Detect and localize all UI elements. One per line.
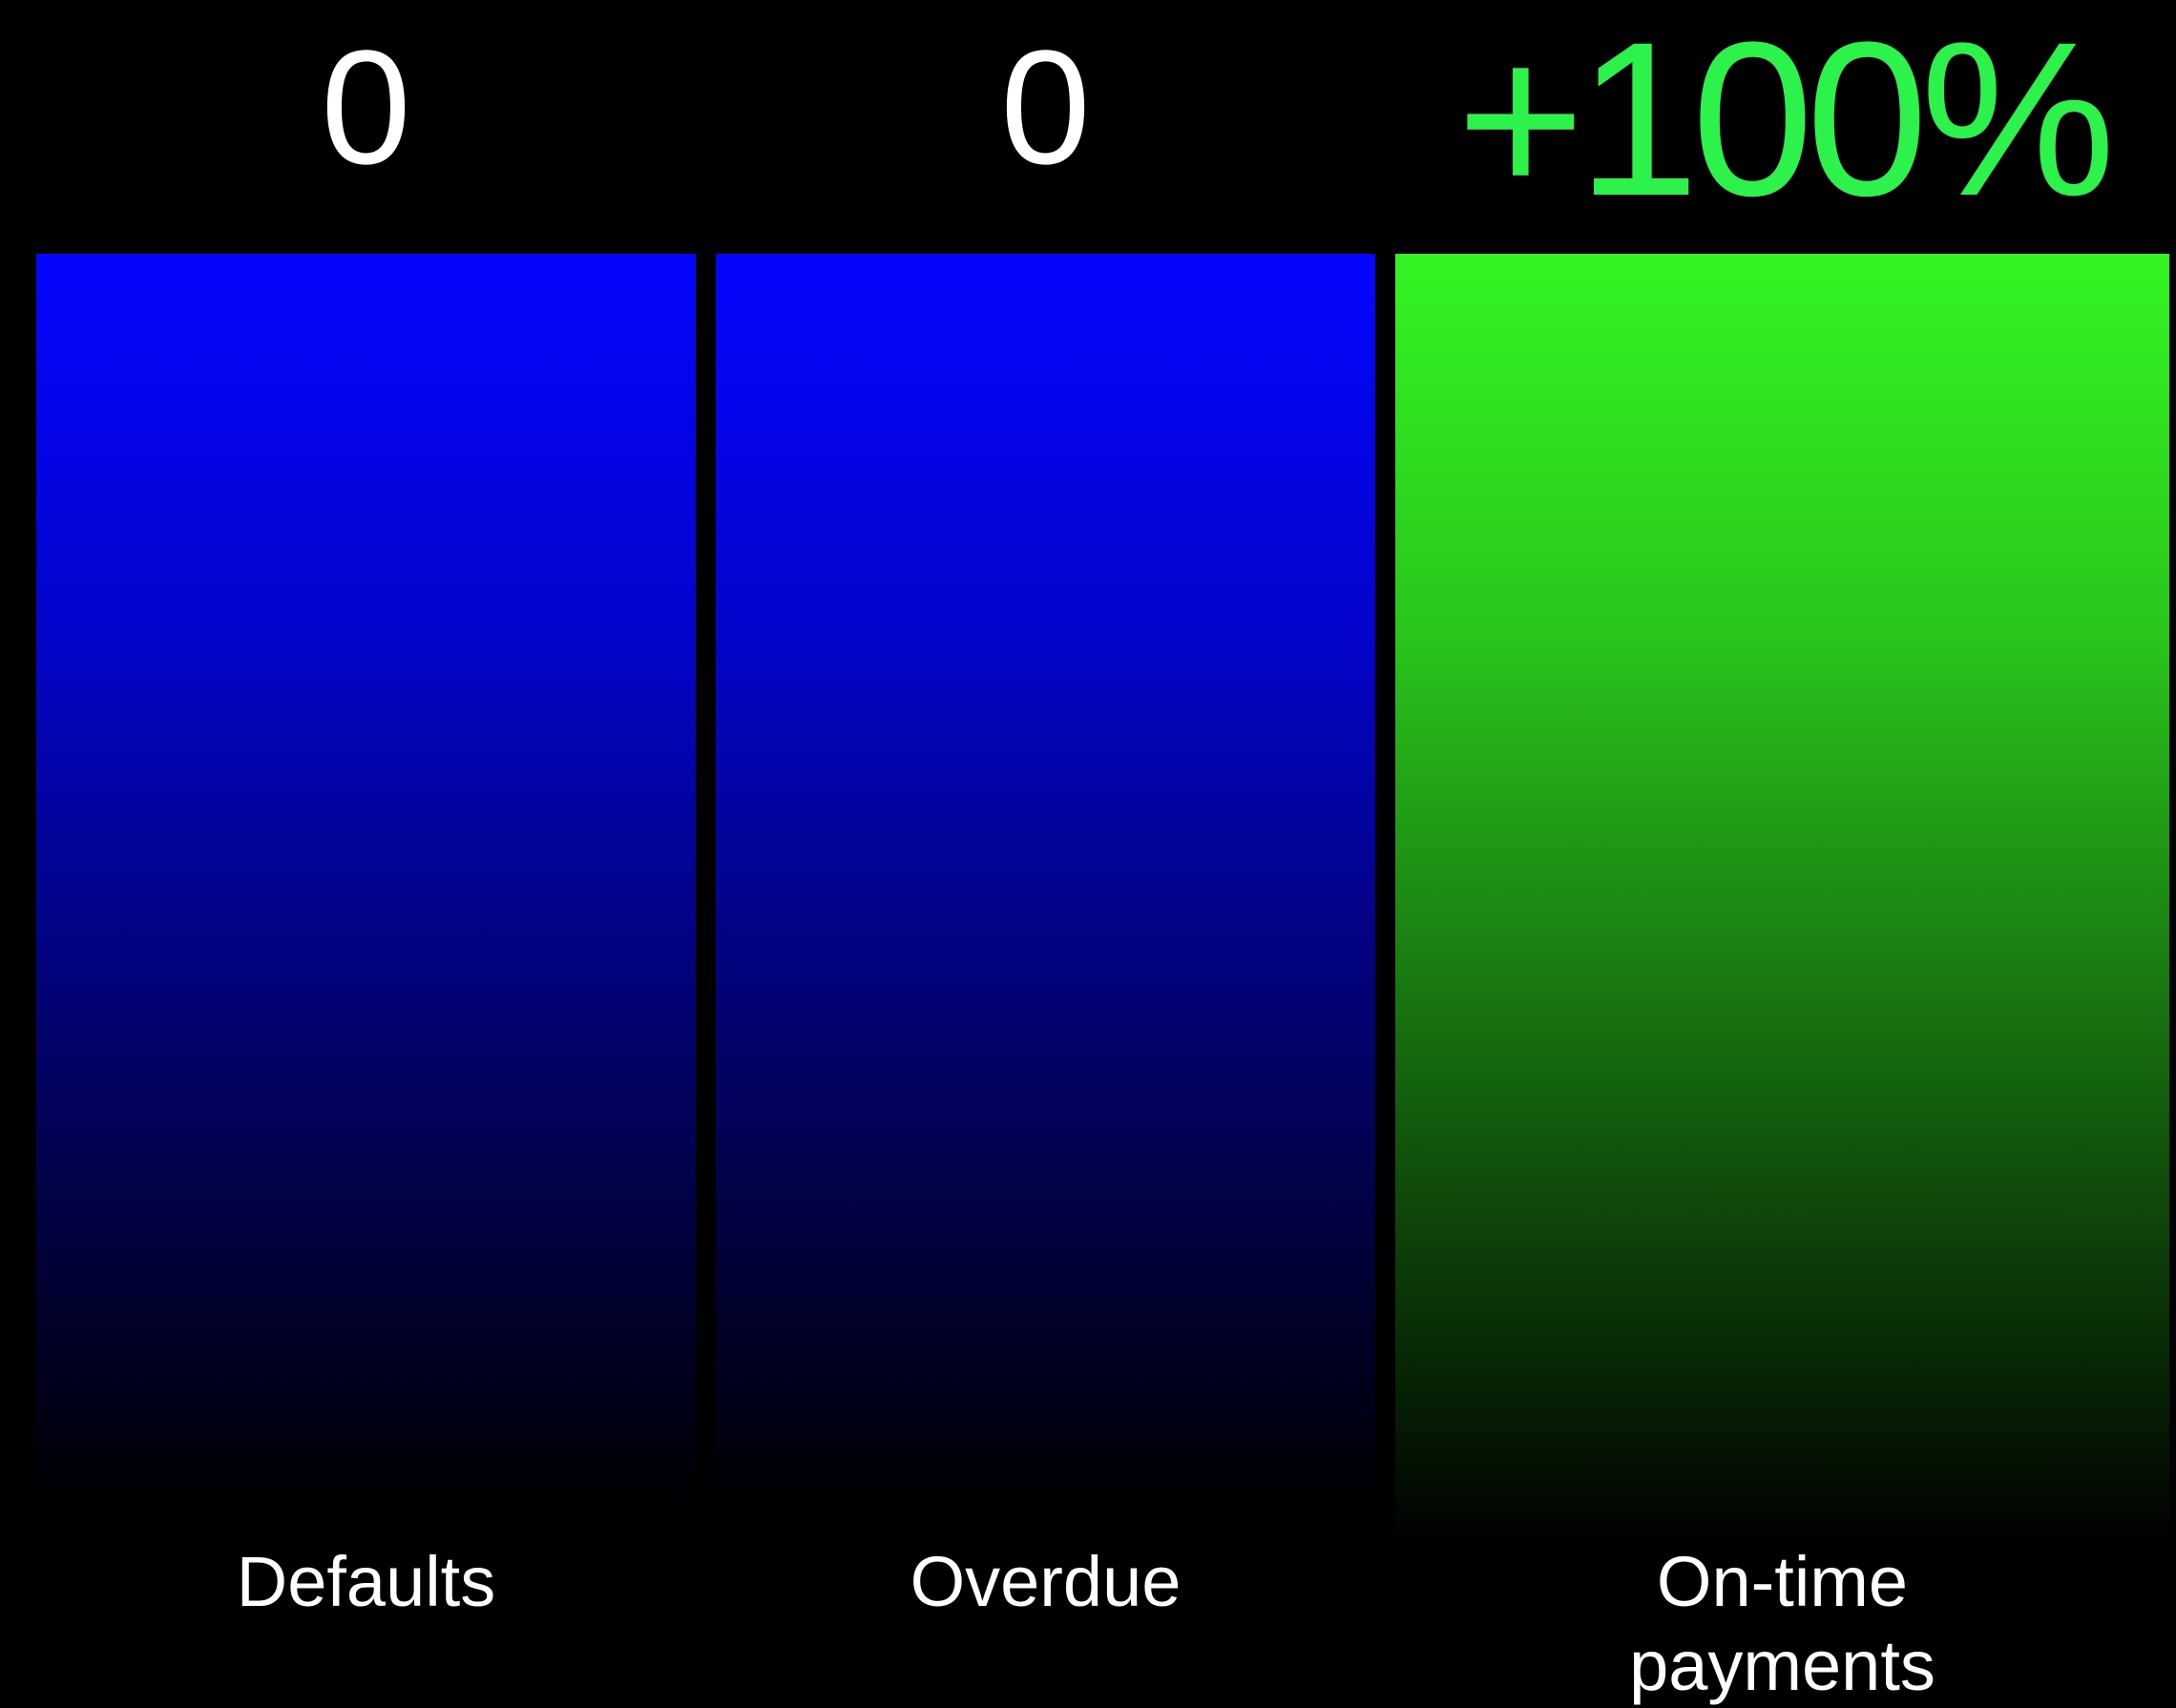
tick-label: Defaults (236, 1542, 496, 1621)
metric-column: 0 Defaults (36, 0, 696, 1705)
data-label: 0 (1000, 17, 1091, 198)
metric-column: +100% On-time payments (1395, 0, 2169, 1705)
bar (716, 254, 1375, 1508)
tick-label: Overdue (910, 1542, 1182, 1621)
bar (1395, 254, 2169, 1546)
data-label: +100% (1456, 0, 2116, 241)
metric-column: 0 Overdue (716, 0, 1375, 1705)
data-label: 0 (321, 17, 411, 198)
bar (36, 254, 696, 1508)
tick-label: On-time payments (1629, 1542, 1935, 1705)
